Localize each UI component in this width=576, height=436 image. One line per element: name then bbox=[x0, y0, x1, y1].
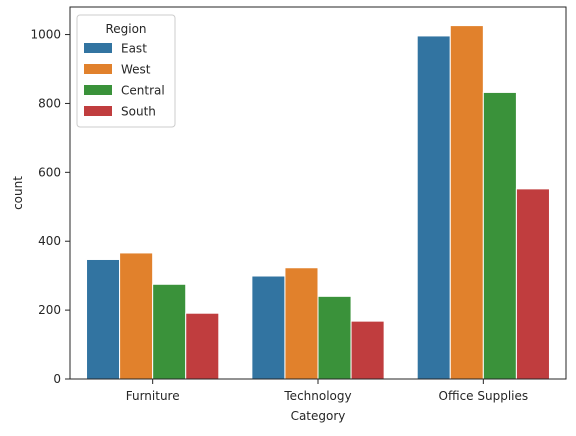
legend-label-central: Central bbox=[121, 84, 165, 98]
bar-central-technology bbox=[317, 295, 352, 380]
y-tick-label: 400 bbox=[38, 234, 61, 248]
x-axis-label: Category bbox=[291, 409, 346, 423]
y-tick-label: 800 bbox=[38, 96, 61, 110]
legend-swatch-west bbox=[84, 64, 112, 74]
legend-label-west: West bbox=[121, 63, 151, 77]
bar-east-technology bbox=[251, 275, 286, 380]
x-tick-label: Technology bbox=[283, 389, 351, 403]
bar-central-furniture bbox=[152, 283, 187, 380]
y-axis-label: count bbox=[11, 176, 25, 210]
bar-south-technology bbox=[350, 320, 385, 380]
y-axis: 0 200 400 600 800 1000 bbox=[30, 28, 70, 386]
x-tick-label: Office Supplies bbox=[439, 389, 529, 403]
bar-west-technology bbox=[284, 267, 319, 380]
bars-layer bbox=[86, 25, 550, 380]
legend: Region East West Central South bbox=[76, 14, 176, 128]
legend-swatch-south bbox=[84, 106, 112, 116]
legend-label-east: East bbox=[121, 42, 147, 56]
y-tick-label: 200 bbox=[38, 303, 61, 317]
bar-west-furniture bbox=[119, 252, 154, 380]
y-tick-label: 600 bbox=[38, 165, 61, 179]
legend-swatch-east bbox=[84, 43, 112, 53]
bar-south-furniture bbox=[185, 312, 220, 380]
legend-items: East West Central South bbox=[84, 42, 165, 119]
bar-west-office-supplies bbox=[449, 25, 484, 380]
bar-east-office-supplies bbox=[416, 35, 451, 380]
y-tick-label: 1000 bbox=[30, 28, 61, 42]
bar-east-furniture bbox=[86, 258, 121, 380]
bar-south-office-supplies bbox=[515, 188, 550, 380]
bar-central-office-supplies bbox=[482, 91, 517, 380]
legend-swatch-central bbox=[84, 85, 112, 95]
y-tick-label: 0 bbox=[53, 372, 61, 386]
x-axis: Furniture Technology Office Supplies bbox=[126, 379, 528, 403]
x-tick-label: Furniture bbox=[126, 389, 180, 403]
legend-label-south: South bbox=[121, 105, 156, 119]
legend-title: Region bbox=[105, 22, 146, 36]
